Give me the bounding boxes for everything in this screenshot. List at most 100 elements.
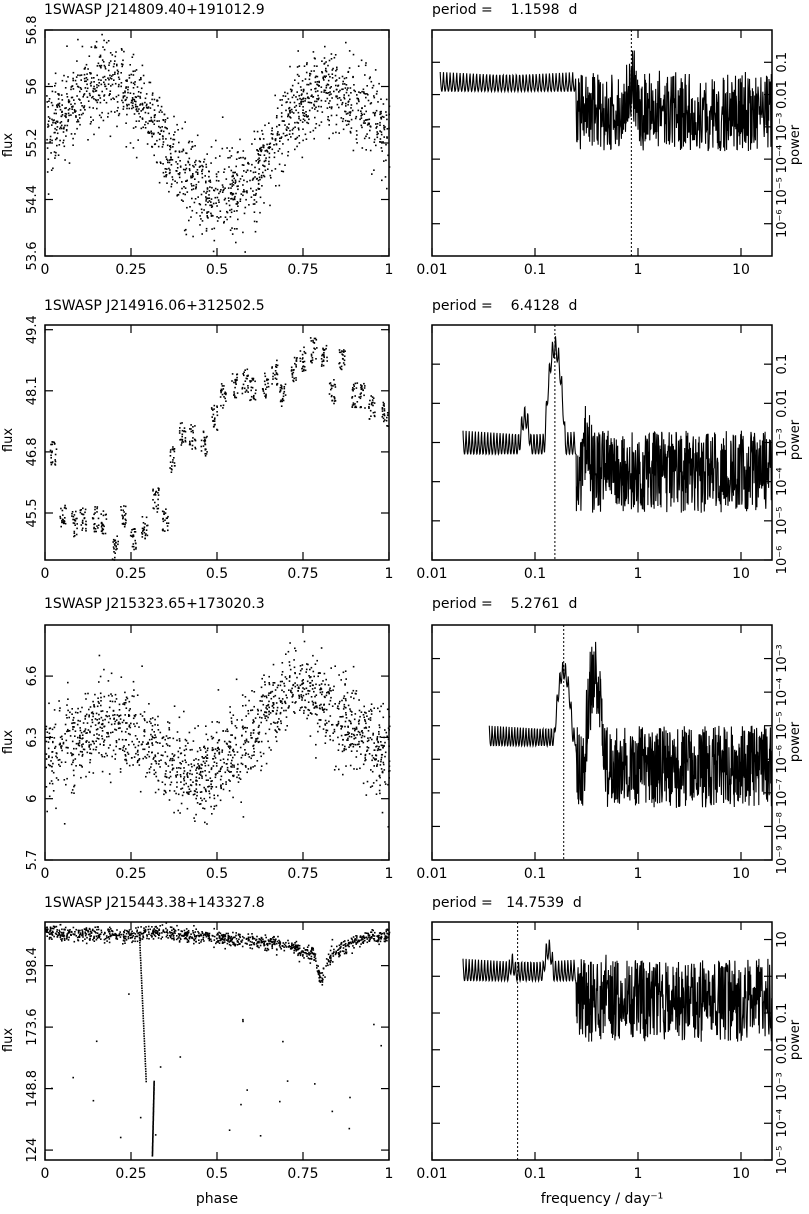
data-point <box>351 743 354 745</box>
data-point <box>199 224 201 226</box>
data-point <box>160 162 162 164</box>
data-point <box>95 89 98 92</box>
data-point <box>178 430 181 432</box>
data-point <box>138 741 140 743</box>
data-point <box>100 66 102 69</box>
data-point <box>291 701 294 703</box>
data-point <box>223 941 226 943</box>
data-point <box>72 761 74 764</box>
data-point <box>277 721 279 723</box>
data-point <box>281 120 284 122</box>
data-point <box>293 101 296 104</box>
data-point <box>141 118 144 120</box>
data-point <box>356 937 358 939</box>
data-point <box>387 936 389 939</box>
data-point <box>369 76 371 78</box>
data-point <box>82 95 84 98</box>
data-point <box>205 932 208 934</box>
data-point <box>293 94 295 97</box>
data-point <box>363 705 365 708</box>
data-point <box>65 115 67 117</box>
data-point <box>284 383 287 386</box>
data-point <box>362 763 365 766</box>
data-point <box>239 746 242 749</box>
data-point <box>297 954 299 957</box>
data-point <box>217 794 219 797</box>
data-point <box>200 941 202 943</box>
data-point <box>268 746 271 749</box>
data-point <box>276 706 279 709</box>
data-point <box>219 778 222 781</box>
data-point <box>291 376 294 378</box>
data-point <box>371 929 373 931</box>
data-point <box>335 79 338 81</box>
data-point <box>283 949 286 952</box>
data-point <box>116 714 119 716</box>
data-point <box>314 127 317 129</box>
data-point <box>78 740 81 742</box>
data-point <box>132 74 135 76</box>
data-point <box>370 710 373 712</box>
data-point <box>268 710 270 713</box>
data-point <box>331 724 333 726</box>
panel-periodogram-2: period = 6.4128 d power 0.01 0.1 1 10 10⁻⁶1… <box>416 298 803 582</box>
data-point <box>234 171 236 174</box>
data-point <box>209 777 212 779</box>
data-point <box>311 700 314 703</box>
data-point <box>376 123 379 125</box>
data-point <box>173 462 176 464</box>
data-point <box>102 524 105 526</box>
data-point <box>315 100 318 103</box>
data-point <box>347 120 349 122</box>
data-point <box>138 759 140 761</box>
data-point <box>279 942 282 944</box>
data-point <box>331 399 334 402</box>
data-point <box>308 690 311 692</box>
data-point <box>262 390 265 392</box>
data-point <box>114 700 116 703</box>
data-point <box>363 92 365 95</box>
data-point <box>222 730 225 732</box>
data-point <box>73 514 76 516</box>
data-point <box>303 115 306 117</box>
data-point <box>294 362 296 365</box>
data-point <box>273 682 276 684</box>
data-point <box>185 152 187 154</box>
data-point <box>371 87 374 89</box>
data-point <box>361 90 363 93</box>
data-point <box>338 349 341 351</box>
data-point <box>315 960 317 962</box>
data-point <box>237 767 239 770</box>
data-point <box>241 386 244 389</box>
data-point <box>380 768 383 770</box>
data-point <box>156 932 159 934</box>
data-point <box>74 931 76 933</box>
data-point <box>265 936 267 939</box>
data-point <box>359 393 362 395</box>
data-point <box>230 211 233 214</box>
data-point <box>274 940 276 942</box>
data-point <box>190 763 193 765</box>
data-point <box>260 755 262 758</box>
data-point <box>98 936 101 939</box>
data-point <box>123 745 125 747</box>
data-point <box>386 128 389 130</box>
data-point <box>172 459 174 461</box>
data-point <box>372 111 375 114</box>
data-point <box>104 79 107 81</box>
data-point <box>89 123 92 125</box>
data-point <box>302 112 304 114</box>
data-point <box>125 722 127 724</box>
data-point <box>373 765 375 767</box>
data-point <box>115 51 117 53</box>
data-point <box>245 715 247 717</box>
data-point <box>351 711 353 713</box>
data-point <box>291 96 294 99</box>
data-point <box>274 943 276 946</box>
data-point <box>76 95 78 97</box>
data-point <box>194 931 197 933</box>
data-point <box>63 507 66 509</box>
data-point <box>95 740 97 742</box>
data-point <box>226 743 228 745</box>
data-point <box>153 773 156 775</box>
